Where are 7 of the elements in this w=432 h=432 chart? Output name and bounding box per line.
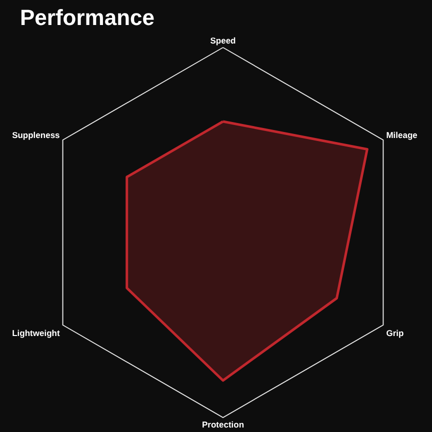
spoke-label: Grip xyxy=(386,328,404,338)
spoke-label: Suppleness xyxy=(12,130,60,140)
spoke-label: Protection xyxy=(202,420,244,430)
spoke-label: Speed xyxy=(210,36,236,46)
spoke-label: Mileage xyxy=(386,130,418,140)
spoke-label: Lightweight xyxy=(12,328,60,338)
chart-title: Performance xyxy=(20,5,155,30)
